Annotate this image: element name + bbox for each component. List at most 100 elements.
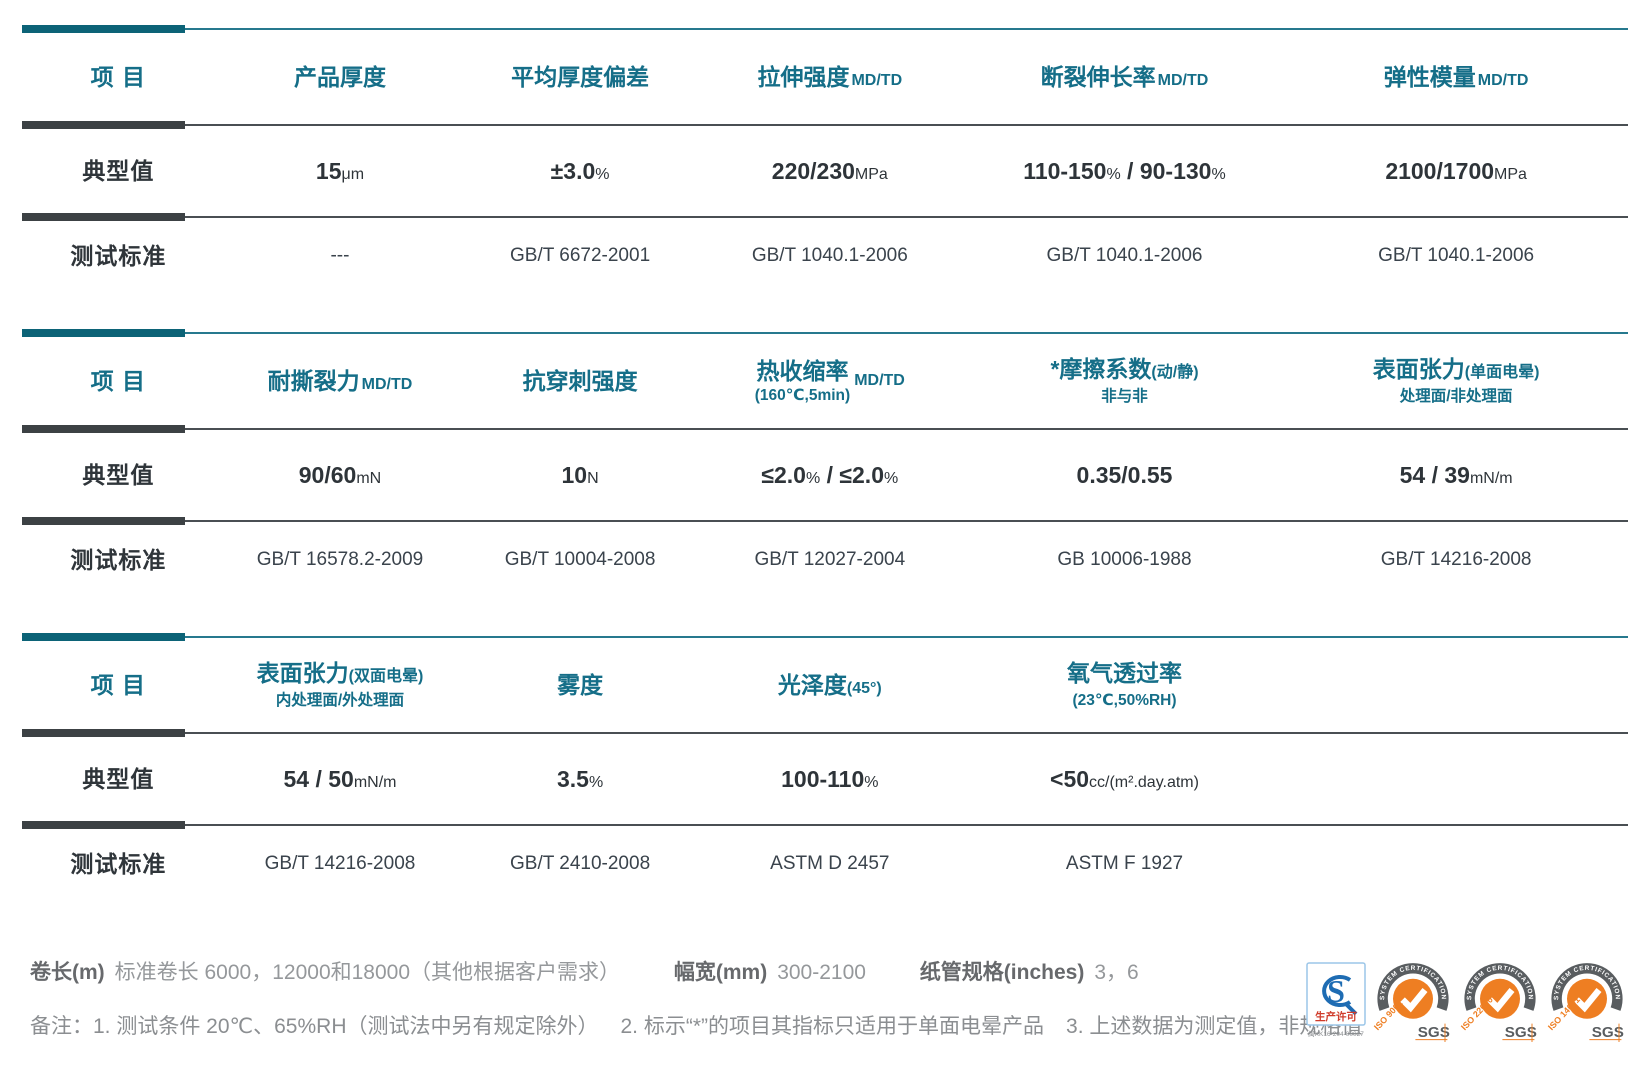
remarks-label: 备注： [30,1015,93,1038]
rule-line [185,216,1628,218]
core-size-label: 纸管规格(inches) [919,961,1085,984]
remark-3: 3. 上述数据为测定值，非规格值 [1066,1015,1363,1038]
value-main: 2100/1700 [1385,157,1495,184]
test-standard-cell: GB/T 6672-2001 [510,245,651,267]
heat-shrinkage-header: 热收缩率 (160℃,5min) MD/TD [695,357,965,405]
check-icon [1400,987,1428,1013]
value-unit: % [864,773,879,791]
value-main: 3.5 [556,765,589,792]
surface-tension-single-header: 表面张力(单面电晕) 处理面/非处理面 [1284,355,1628,406]
elastic-modulus-header: 弹性模量 MD/TD [1284,63,1628,92]
standard-row-label: 测试标准 [70,242,167,269]
product-thickness-header: 产品厚度 [215,63,466,92]
header-title: 雾度 [557,671,604,698]
header-title: 拉伸强度 [757,63,850,90]
typical-value-cell: 100-110% [695,765,965,794]
roll-length-value: 标准卷长 6000，12000和18000（其他根据客户需求） [114,961,621,984]
remarks-line: 备注：1. 测试条件 20℃、65%RH（测试法中另有规定除外） 2. 标示“*”… [30,1010,1384,1040]
header-mdtd: MD/TD [1477,71,1529,89]
remark-1: 1. 测试条件 20℃、65%RH（测试法中另有规定除外） [93,1015,599,1038]
row-rule [22,517,1628,525]
value-main: ±3.0 [550,157,596,184]
qs-q-tail [1344,1002,1358,1016]
properties-table-2: 项 目 耐撕裂力 MD/TD 抗穿刺强度 热收缩率 (160℃,5min) MD/T… [22,329,1628,595]
roll-length-label: 卷长(m) [30,961,105,984]
typical-value-cell: <50cc/(m².day.atm) [965,765,1285,794]
rule-accent-cap [22,329,185,337]
value-unit: mN [356,469,382,487]
value-main: <50 [1050,765,1090,792]
rule-line [185,124,1628,126]
width-spec: 幅宽(mm) 300-2100 [674,961,866,984]
header-sub: 内处理面/外处理面 [275,692,405,710]
value-unit: mN/m [353,773,397,791]
tear-resistance-header: 耐撕裂力 MD/TD [215,367,466,396]
typical-value-cell: 54 / 39mN/m [1284,461,1628,490]
test-standard-cell: GB/T 12027-2004 [754,549,906,571]
value-unit: % [1106,165,1121,183]
value-unit: mN/m [1469,469,1513,487]
header-title: 热收缩率 [756,357,849,384]
typical-value-cell: 220/230MPa [695,157,965,186]
badge-arc [1377,963,1449,1011]
value-unit: % [595,165,610,183]
test-standard-row: 测试标准 GB/T 16578.2-2009 GB/T 10004-2008 G… [22,525,1628,595]
value-main: / ≤2.0 [820,461,884,488]
typical-row-label: 典型值 [82,157,155,184]
core-size-spec: 纸管规格(inches) 3，6 [920,961,1139,984]
value-unit: % [884,469,899,487]
header-title: 耐撕裂力 [267,367,360,394]
value-main: 0.35/0.55 [1076,461,1173,488]
item-row-label: 项 目 [90,367,147,394]
row-rule [22,213,1628,221]
haze-header: 雾度 [465,671,695,700]
value-main: ≤2.0 [761,461,806,488]
row-rule [22,121,1628,129]
rule-line [185,824,1628,826]
rule-line [185,428,1628,430]
typical-row-label: 典型值 [82,765,155,792]
check-icon [1487,987,1515,1013]
rule-accent-cap [22,517,185,525]
test-standard-cell: GB/T 2410-2008 [510,853,651,875]
value-unit: % [588,773,604,791]
header-row: 项 目 表面张力(双面电晕) 内处理面/外处理面 雾度 光泽度(45°) 氧气透过… [22,641,1628,729]
typical-value-cell: 15μm [215,157,466,186]
header-title: 产品厚度 [293,63,386,90]
value-main: 10 [561,461,588,488]
value-main: 15 [315,157,342,184]
table-top-rule [22,633,1628,641]
typical-value-cell: 54 / 50mN/m [215,765,466,794]
rule-accent-cap [22,25,185,33]
surface-tension-double-header: 表面张力(双面电晕) 内处理面/外处理面 [215,659,466,710]
header-title: 表面张力 [256,660,349,687]
badge-org-label: SGS [1418,1024,1450,1041]
core-size-value: 3，6 [1094,961,1139,984]
item-row-label: 项 目 [90,63,147,90]
qs-q-swirl [1322,975,1352,1007]
typical-value-cell: ±3.0% [465,157,695,186]
sgs-iso14001-badge: SYSTEM CERTIFICATION ISO 14001 SGS [1547,963,1624,1042]
rule-line [185,732,1628,734]
test-standard-cell: GB/T 14216-2008 [1380,549,1532,571]
rule-accent-cap [22,633,185,641]
test-standard-row: 测试标准 --- GB/T 6672-2001 GB/T 1040.1-2006… [22,221,1628,291]
sgs-iso9001-badge: SYSTEM CERTIFICATION ISO 9001 SGS [1373,963,1450,1042]
header-title: *摩擦系数 [1050,356,1152,383]
test-standard-cell: GB/T 1040.1-2006 [1378,245,1535,267]
puncture-strength-header: 抗穿刺强度 [465,367,695,396]
value-unit: cc/(m².day.atm) [1089,773,1199,791]
certification-logos: S 生产许可 闽XK16-204-00027 SYSTEM CERTIFICAT… [1306,962,1627,1042]
typical-value-row: 典型值 90/60mN 10N ≤2.0% / ≤2.0% 0.35/0.55 … [22,433,1628,517]
test-standard-cell: GB/T 10004-2008 [504,549,656,571]
value-unit: μm [341,165,365,183]
typical-value-cell: 110-150% / 90-130% [965,157,1285,186]
test-standard-cell: GB/T 1040.1-2006 [751,245,908,267]
typical-value-cell: ≤2.0% / ≤2.0% [695,461,965,490]
header-paren: (45°) [846,679,882,697]
roll-length-spec: 卷长(m) 标准卷长 6000，12000和18000（其他根据客户需求） [30,961,620,984]
header-sub: 非与非 [1101,388,1148,406]
table-top-rule [22,329,1628,337]
test-standard-cell: ASTM D 2457 [770,853,890,875]
typical-value-row: 典型值 54 / 50mN/m 3.5% 100-110% <50cc/(m².… [22,737,1628,821]
